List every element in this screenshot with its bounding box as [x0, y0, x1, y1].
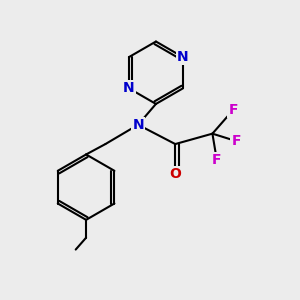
Text: F: F — [231, 134, 241, 148]
Text: F: F — [229, 103, 238, 117]
Text: O: O — [169, 167, 181, 181]
Text: N: N — [132, 118, 144, 132]
Text: N: N — [123, 81, 135, 95]
Text: F: F — [212, 153, 222, 167]
Text: N: N — [177, 50, 189, 64]
